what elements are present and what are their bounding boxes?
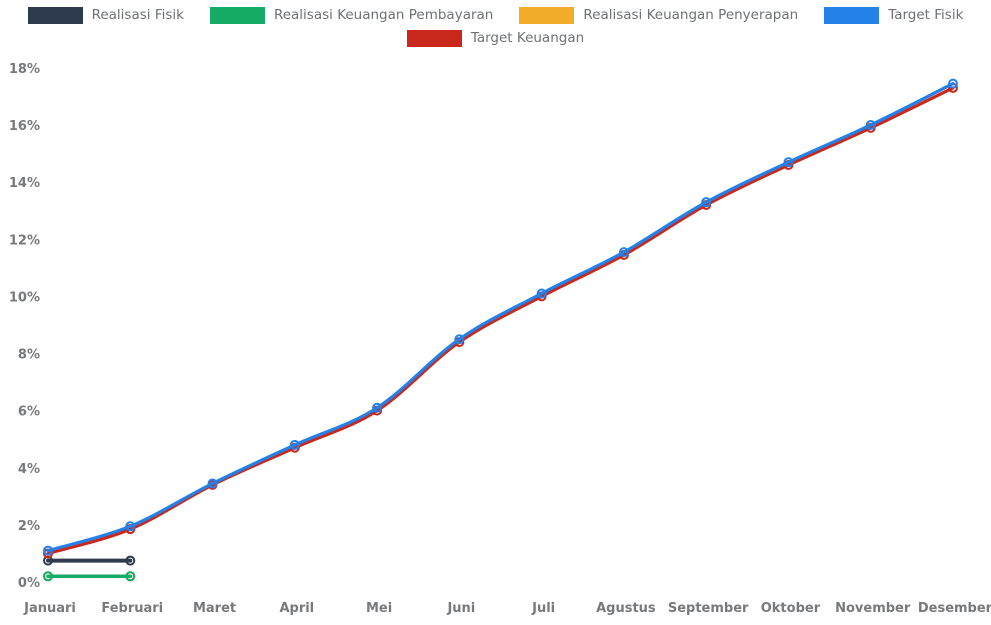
- y-axis-label: 6%: [18, 405, 40, 420]
- legend-item-target-fisik[interactable]: Target Fisik: [824, 7, 963, 24]
- legend-label: Realisasi Fisik: [91, 7, 184, 23]
- x-axis-label: April: [279, 601, 314, 616]
- y-axis-label: 16%: [9, 119, 40, 134]
- series-marker-target-fisik: [289, 439, 300, 450]
- series-marker-target-fisik: [125, 521, 136, 532]
- series-marker-target-fisik: [536, 288, 547, 299]
- series-marker-realisasi-fisik: [125, 555, 136, 566]
- legend-row: Realisasi Fisik Realisasi Keuangan Pembay…: [0, 7, 991, 24]
- series-marker-target-fisik: [618, 247, 629, 258]
- series-marker-target-fisik: [454, 334, 465, 345]
- series-marker-realisasi-keuangan-pembayaran: [125, 571, 136, 582]
- x-axis-label: Maret: [193, 601, 236, 616]
- legend-label: Realisasi Keuangan Penyerapan: [583, 7, 799, 23]
- series-marker-target-fisik: [947, 78, 958, 89]
- legend-swatch-realisasi-keuangan-penyerapan: [519, 7, 575, 24]
- x-axis-label: Mei: [366, 601, 392, 616]
- y-axis-label: 10%: [9, 290, 40, 305]
- y-axis-label: 18%: [9, 62, 40, 77]
- y-axis-label: 8%: [18, 348, 40, 363]
- series-line-target-keuangan: [46, 86, 955, 556]
- series-marker-target-fisik: [372, 402, 383, 413]
- x-axis-label: Desember: [918, 601, 991, 616]
- legend-swatch-realisasi-keuangan-pembayaran: [209, 7, 265, 24]
- legend-label: Target Fisik: [888, 7, 964, 23]
- legend-swatch-target-fisik: [824, 7, 880, 24]
- x-axis-label: September: [668, 601, 749, 616]
- x-axis-label: Agustus: [596, 601, 656, 616]
- x-axis-label: Januari: [23, 601, 76, 616]
- series-marker-target-fisik: [207, 478, 218, 489]
- y-axis-label: 2%: [18, 519, 40, 534]
- series-marker-target-fisik: [43, 545, 53, 556]
- chart-legend: Realisasi Fisik Realisasi Keuangan Pembay…: [0, 7, 991, 47]
- series-marker-realisasi-keuangan-pembayaran: [43, 571, 53, 582]
- x-axis-label: Juli: [531, 601, 555, 616]
- x-axis-label: Februari: [101, 601, 163, 616]
- series-marker-target-fisik: [783, 157, 794, 168]
- x-axis-label: Oktober: [761, 601, 821, 616]
- legend-item-realisasi-fisik[interactable]: Realisasi Fisik: [27, 7, 184, 24]
- legend-label: Target Keuangan: [470, 30, 585, 46]
- series-marker-target-fisik: [701, 197, 712, 208]
- series-marker-target-fisik: [865, 120, 876, 131]
- legend-swatch-target-keuangan: [406, 30, 462, 47]
- x-axis-label: November: [835, 601, 911, 616]
- legend-label: Realisasi Keuangan Pembayaran: [273, 7, 494, 23]
- legend-item-target-keuangan[interactable]: Target Keuangan: [406, 30, 585, 47]
- y-axis-label: 12%: [9, 233, 40, 248]
- y-axis-label: 0%: [18, 576, 40, 591]
- legend-row: Target Keuangan: [0, 30, 991, 47]
- legend-swatch-realisasi-fisik: [27, 7, 83, 24]
- legend-item-realisasi-keuangan-pembayaran[interactable]: Realisasi Keuangan Pembayaran: [209, 7, 494, 24]
- y-axis-label: 14%: [9, 176, 40, 191]
- x-axis-label: Juni: [446, 601, 475, 616]
- y-axis-label: 4%: [18, 462, 40, 477]
- legend-item-realisasi-keuangan-penyerapan[interactable]: Realisasi Keuangan Penyerapan: [519, 7, 798, 24]
- series-line-target-fisik: [46, 82, 955, 553]
